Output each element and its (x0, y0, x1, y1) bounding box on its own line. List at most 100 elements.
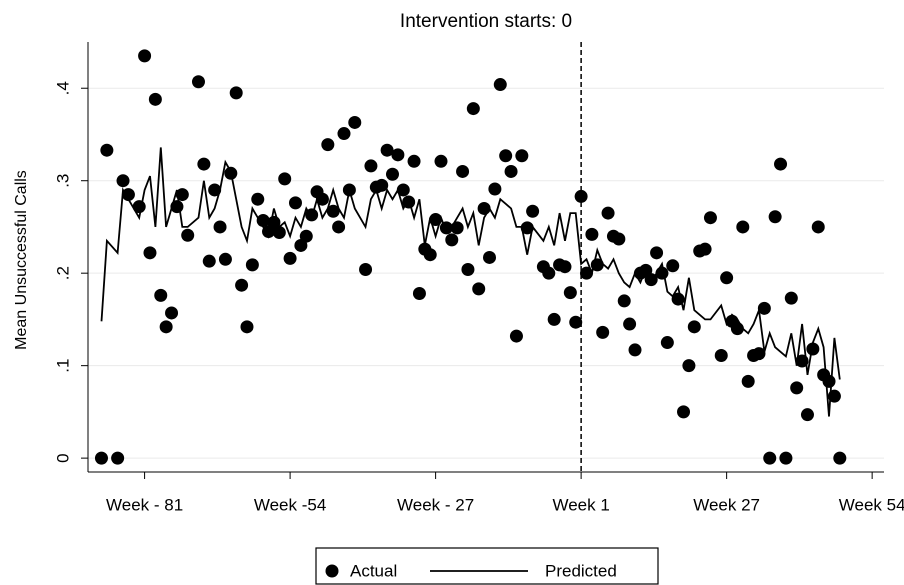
actual-point (235, 278, 249, 292)
actual-point (790, 381, 804, 395)
legend-label: Predicted (545, 561, 617, 580)
actual-point (520, 221, 534, 235)
actual-point (596, 325, 610, 339)
actual-point (515, 149, 529, 163)
actual-point (493, 78, 507, 92)
x-tick-label: Week 54 (839, 495, 904, 514)
actual-point (321, 138, 335, 152)
actual-point (569, 315, 583, 329)
actual-point (563, 286, 577, 300)
actual-point (240, 320, 254, 334)
actual-point (574, 189, 588, 203)
actual-point (332, 220, 346, 234)
actual-point (466, 102, 480, 116)
actual-point (720, 271, 734, 285)
actual-point (779, 451, 793, 465)
actual-point (526, 204, 540, 218)
actual-point (558, 260, 572, 274)
actual-point (542, 266, 556, 280)
actual-point (784, 291, 798, 305)
actual-point (763, 451, 777, 465)
actual-point (396, 183, 410, 197)
actual-point (698, 242, 712, 256)
predicted-line (100, 147, 841, 417)
actual-point (504, 164, 518, 178)
actual-point (375, 178, 389, 192)
actual-point (703, 211, 717, 225)
actual-point (628, 343, 642, 357)
actual-point (806, 342, 820, 356)
x-tick-label: Week 1 (552, 495, 609, 514)
actual-point (299, 229, 313, 243)
actual-point (601, 206, 615, 220)
actual-point (666, 259, 680, 273)
actual-point (391, 148, 405, 162)
actual-point (272, 225, 286, 239)
actual-point (472, 282, 486, 296)
actual-point (116, 174, 130, 188)
actual-point (256, 213, 270, 227)
actual-point (483, 250, 497, 264)
y-axis-label: Mean Unsuccessful Calls (13, 170, 30, 350)
actual-point (677, 405, 691, 419)
actual-point (434, 154, 448, 168)
actual-point (774, 157, 788, 171)
actual-point (509, 329, 523, 343)
actual-point (159, 320, 173, 334)
legend-marker (325, 564, 339, 578)
actual-point (407, 154, 421, 168)
actual-point (143, 246, 157, 260)
actual-point (612, 232, 626, 246)
actual-point (278, 172, 292, 186)
actual-point (585, 227, 599, 241)
actual-point (364, 159, 378, 173)
actual-point (359, 262, 373, 276)
actual-point (547, 312, 561, 326)
x-tick-label: Week -54 (254, 495, 326, 514)
actual-point (213, 220, 227, 234)
actual-point (283, 251, 297, 265)
y-tick-label: .2 (53, 266, 72, 280)
x-tick-label: Week - 27 (397, 495, 474, 514)
actual-point (385, 167, 399, 181)
actual-point (768, 210, 782, 224)
actual-point (94, 451, 108, 465)
actual-point (315, 192, 329, 206)
actual-point (191, 75, 205, 89)
chart-title: Intervention starts: 0 (400, 11, 572, 32)
legend (315, 547, 659, 585)
actual-point (456, 164, 470, 178)
actual-point (181, 228, 195, 242)
actual-point (218, 252, 232, 266)
actual-point (741, 374, 755, 388)
actual-point (138, 49, 152, 63)
actual-point (412, 287, 426, 301)
actual-point (650, 246, 664, 260)
actual-point (245, 258, 259, 272)
actual-point (288, 196, 302, 210)
actual-point (461, 262, 475, 276)
actual-point (752, 347, 766, 361)
actual-point (800, 408, 814, 422)
actual-point (617, 294, 631, 308)
actual-point (197, 157, 211, 171)
y-tick-label: .4 (53, 81, 72, 95)
actual-point (380, 143, 394, 157)
actual-point (623, 317, 637, 331)
y-tick-label: 0 (53, 453, 72, 462)
actual-point (165, 306, 179, 320)
actual-point (121, 188, 135, 202)
actual-point (208, 183, 222, 197)
y-tick-label: .1 (53, 359, 72, 373)
actual-point (100, 143, 114, 157)
actual-point (148, 92, 162, 106)
y-tick-label: .3 (53, 174, 72, 188)
actual-point (499, 149, 513, 163)
actual-point (445, 233, 459, 247)
actual-point (660, 336, 674, 350)
actual-point (229, 86, 243, 100)
legend-label: Actual (350, 561, 397, 580)
actual-point (251, 192, 265, 206)
actual-point (337, 127, 351, 141)
